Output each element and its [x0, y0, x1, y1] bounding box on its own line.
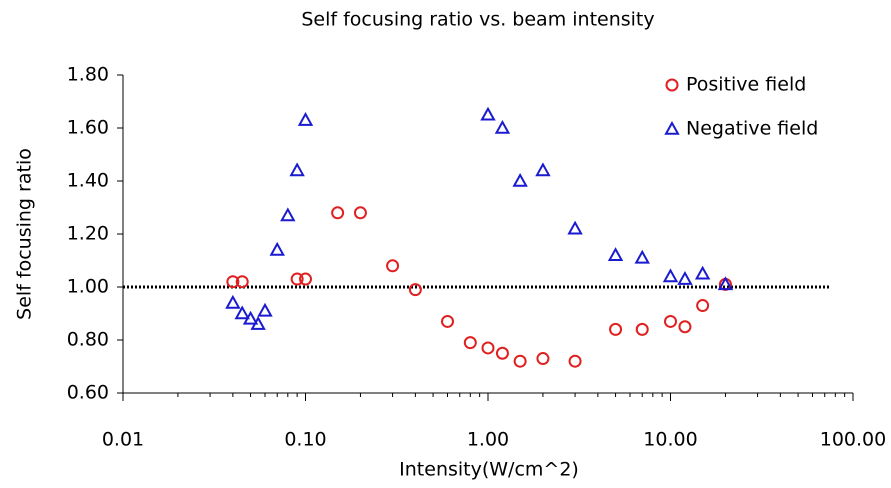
y-tick-label: 0.80 [67, 329, 109, 351]
y-tick-label: 0.60 [67, 382, 109, 404]
data-point [480, 106, 496, 121]
data-point [353, 206, 367, 220]
data-point [386, 259, 400, 273]
data-point [242, 310, 259, 325]
y-tick-label: 1.80 [67, 64, 109, 86]
data-point [226, 275, 240, 289]
data-point [299, 272, 312, 286]
data-point [441, 314, 455, 328]
data-point [662, 268, 679, 283]
data-point [280, 207, 296, 222]
data-point [331, 206, 345, 220]
data-point [297, 111, 314, 126]
y-tick-label: 1.00 [67, 276, 109, 298]
data-point [494, 119, 511, 134]
data-point [257, 302, 273, 317]
y-tick-label: 1.60 [67, 117, 109, 139]
data-point [463, 336, 477, 350]
data-point [634, 249, 650, 264]
data-point [225, 294, 241, 309]
data-point [607, 247, 624, 261]
data-point [609, 322, 623, 336]
x-tick-label: 10.00 [643, 429, 697, 451]
data-point [235, 275, 249, 289]
y-tick-label: 1.20 [67, 223, 109, 245]
data-point [289, 162, 305, 177]
data-point [513, 354, 527, 368]
legend-label: Positive field [686, 74, 806, 96]
data-point [250, 316, 266, 330]
y-axis-label: Self focusing ratio [14, 148, 36, 320]
data-point [677, 270, 693, 285]
legend-marker [664, 120, 680, 135]
x-tick-label: 100.00 [820, 429, 886, 451]
data-point [234, 305, 250, 320]
legend-label: Negative field [686, 118, 818, 140]
data-point [512, 172, 528, 187]
x-tick-label: 1.00 [467, 429, 509, 451]
chart-title: Self focusing ratio vs. beam intensity [301, 9, 654, 31]
x-tick-label: 0.01 [102, 429, 144, 451]
data-point [568, 354, 582, 368]
x-axis-label: Intensity(W/cm^2) [399, 459, 579, 481]
data-point [717, 276, 734, 291]
data-point [535, 162, 551, 177]
data-point [635, 322, 649, 336]
data-point [567, 220, 583, 235]
data-point [269, 241, 285, 256]
data-point [696, 299, 710, 313]
data-point [290, 272, 304, 286]
data-point [408, 283, 422, 297]
data-point [536, 352, 550, 366]
data-point [495, 346, 509, 360]
data-point [481, 341, 495, 355]
data-point [678, 320, 692, 334]
data-point [694, 265, 711, 280]
legend-marker [665, 78, 679, 92]
y-tick-label: 1.40 [67, 170, 109, 192]
data-point [664, 314, 677, 328]
x-tick-label: 0.10 [284, 429, 326, 451]
